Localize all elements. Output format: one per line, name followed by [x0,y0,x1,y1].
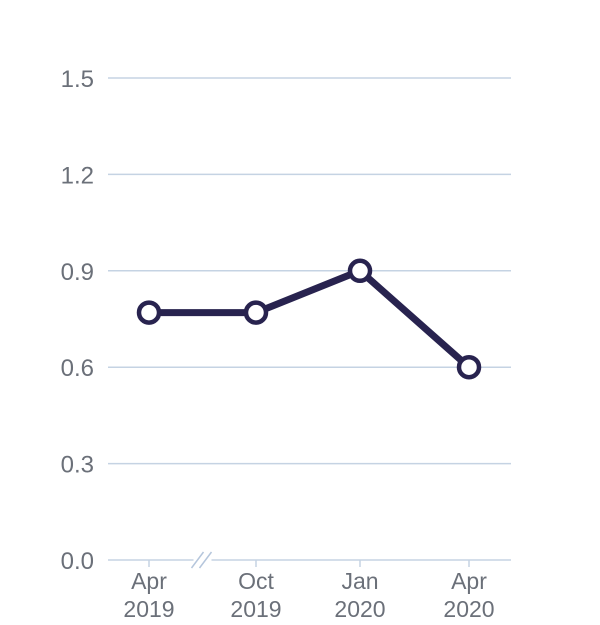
y-tick-label: 1.2 [61,162,94,189]
data-point [347,258,373,284]
series-line [145,267,473,371]
x-tick-label-year: 2020 [334,596,385,620]
label-layer: 0.00.30.60.91.21.5Apr2019Oct2019Jan2020A… [61,66,495,622]
x-tick-label-month: Apr [451,568,487,594]
grid-layer [108,77,511,465]
x-tick-label-year: 2019 [123,596,174,620]
axis-break-gap [193,556,212,564]
axis-layer [108,551,511,569]
axis-break-mark [190,551,205,569]
data-point [136,300,162,325]
x-tick-label-year: 2020 [443,596,494,620]
x-tick-label-year: 2019 [230,596,281,620]
x-tick-label-month: Jan [341,568,378,594]
y-tick-label: 0.0 [61,548,94,575]
y-tick-label: 0.9 [61,259,94,286]
x-tick-label-month: Apr [131,568,167,594]
series-layer [136,258,482,380]
x-tick-label-month: Oct [238,568,274,594]
y-tick-label: 1.5 [61,66,94,93]
y-tick-label: 0.6 [61,355,94,382]
data-point [456,354,482,380]
data-point [243,300,269,325]
y-tick-label: 0.3 [61,452,94,479]
axis-break-mark [198,551,213,569]
